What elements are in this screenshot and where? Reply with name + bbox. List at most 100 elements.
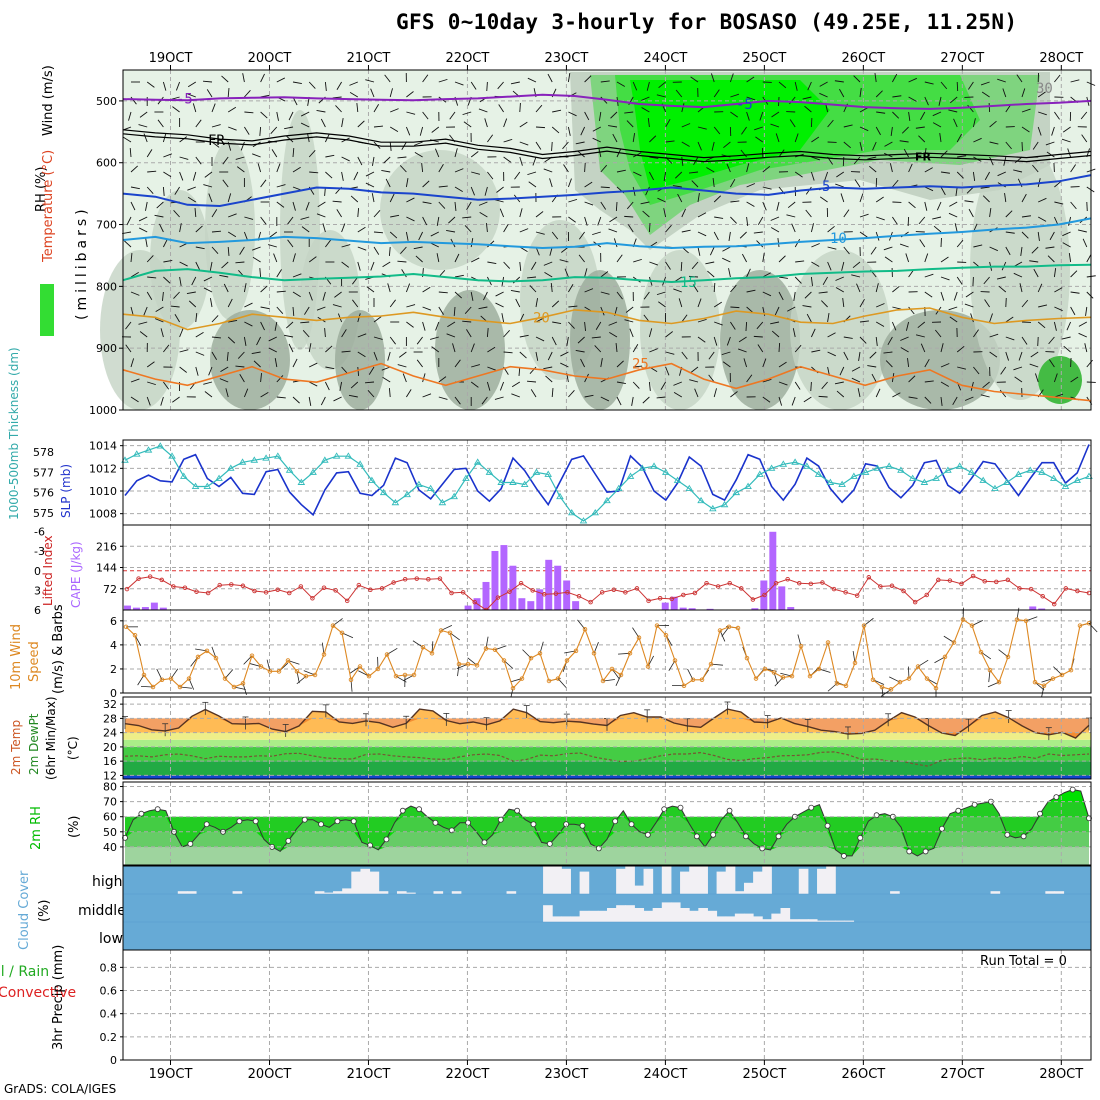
wind-barb bbox=[535, 211, 544, 218]
wind-barb bbox=[286, 321, 294, 329]
thickness-point bbox=[462, 474, 470, 481]
wind-barb bbox=[771, 330, 780, 338]
precip-panel: 00.20.40.60.8 bbox=[100, 950, 1091, 1067]
li-point bbox=[820, 580, 825, 585]
rh2m-point bbox=[285, 837, 292, 844]
wind-barb bbox=[563, 164, 569, 173]
wind10m-point bbox=[1077, 623, 1083, 628]
wind-barb bbox=[681, 314, 688, 323]
wind-barb bbox=[388, 387, 391, 398]
wind-barb bbox=[568, 216, 576, 223]
wind-barb bbox=[195, 366, 199, 376]
wind-barb bbox=[867, 365, 877, 368]
wind-barb bbox=[470, 257, 480, 263]
wind-barb bbox=[320, 118, 326, 128]
wind-barb bbox=[770, 123, 780, 128]
wind-barb bbox=[697, 246, 701, 256]
wind-barb bbox=[487, 261, 497, 265]
wind-barb bbox=[756, 321, 764, 330]
thickness-point bbox=[274, 452, 282, 459]
wind-barb bbox=[547, 73, 553, 83]
wind-barb bbox=[527, 77, 537, 83]
cape-bar bbox=[536, 589, 544, 610]
wind-barb bbox=[367, 390, 375, 398]
wind-barb bbox=[594, 345, 602, 353]
thickness-point bbox=[1002, 478, 1011, 485]
temp2m-label-3: (6hr Min/Max) bbox=[44, 697, 58, 781]
wind-barb bbox=[170, 305, 180, 308]
wind-barb bbox=[390, 108, 399, 113]
cape-bar bbox=[751, 608, 759, 610]
wind-barb bbox=[163, 381, 170, 390]
wind-barb bbox=[1005, 210, 1013, 218]
wind10m-point bbox=[654, 623, 660, 628]
wind-barb bbox=[884, 141, 893, 147]
wind-barb bbox=[778, 255, 786, 263]
cloud-cell bbox=[607, 908, 617, 922]
thickness-point bbox=[191, 482, 200, 489]
li-point bbox=[773, 580, 779, 586]
thickness-point bbox=[908, 474, 917, 481]
wind-barb bbox=[802, 305, 812, 308]
li-point bbox=[866, 575, 872, 580]
cloud-cell bbox=[570, 916, 581, 922]
wind-barb bbox=[746, 374, 753, 383]
wind-barb bbox=[438, 201, 446, 209]
wind-barb bbox=[1070, 291, 1080, 294]
wind-barb bbox=[179, 328, 184, 338]
cape-bar bbox=[706, 608, 714, 610]
wind-barb bbox=[869, 165, 877, 173]
wind-barb bbox=[284, 126, 294, 130]
li-point bbox=[808, 581, 814, 587]
wind-barb bbox=[778, 149, 785, 158]
temp-band bbox=[123, 746, 1091, 762]
wind-barb bbox=[130, 358, 135, 368]
wind-barb bbox=[405, 126, 411, 136]
wind-barb bbox=[728, 231, 731, 241]
cape-bar bbox=[500, 545, 508, 610]
wind-barb bbox=[551, 126, 560, 134]
cloud-cell bbox=[844, 920, 855, 922]
li-point bbox=[124, 586, 130, 592]
wind-barb bbox=[924, 186, 934, 192]
wind-barb bbox=[841, 261, 845, 271]
wind-barb bbox=[1047, 255, 1055, 263]
wind-barb bbox=[244, 90, 251, 98]
wind-barb bbox=[616, 396, 622, 406]
contour-label: FR bbox=[208, 133, 225, 149]
rh-green-patch bbox=[1038, 356, 1082, 404]
wind-barb bbox=[529, 366, 537, 374]
wind-barb bbox=[578, 231, 585, 240]
wind-barb bbox=[162, 81, 167, 91]
thickness-point bbox=[838, 480, 846, 487]
wind-barb bbox=[406, 389, 412, 398]
li-point bbox=[831, 586, 837, 592]
li-point bbox=[402, 577, 408, 582]
wind-barb bbox=[1054, 74, 1061, 83]
wind-barb bbox=[463, 121, 472, 128]
wind-barb bbox=[681, 351, 688, 360]
wind-barb bbox=[203, 184, 213, 188]
cloud-cell bbox=[543, 905, 553, 922]
wind-barb bbox=[875, 336, 878, 346]
wind-barb bbox=[843, 209, 850, 218]
wind-barb bbox=[584, 268, 588, 278]
wind-barb bbox=[905, 253, 910, 263]
wind-barb bbox=[383, 156, 391, 164]
wind-barb bbox=[244, 216, 254, 220]
wind-barb bbox=[499, 381, 505, 391]
wind-barb bbox=[875, 388, 881, 398]
wind-barb bbox=[616, 254, 623, 263]
chart-panels: -5FR-551015202530FR500600700800900100010… bbox=[33, 69, 1098, 1067]
wind-barb bbox=[256, 336, 262, 346]
wind-barb bbox=[1017, 178, 1023, 188]
wind-barb bbox=[257, 163, 262, 173]
wind10m-point bbox=[159, 677, 165, 683]
thickness-point bbox=[556, 492, 564, 500]
wind-barb bbox=[292, 291, 301, 298]
wind-barb bbox=[567, 126, 571, 136]
wind10m-point bbox=[681, 683, 687, 689]
wind-barb bbox=[179, 261, 188, 267]
wind10m-point bbox=[987, 667, 993, 673]
upper-millibars-label: (millibars) bbox=[74, 205, 90, 320]
